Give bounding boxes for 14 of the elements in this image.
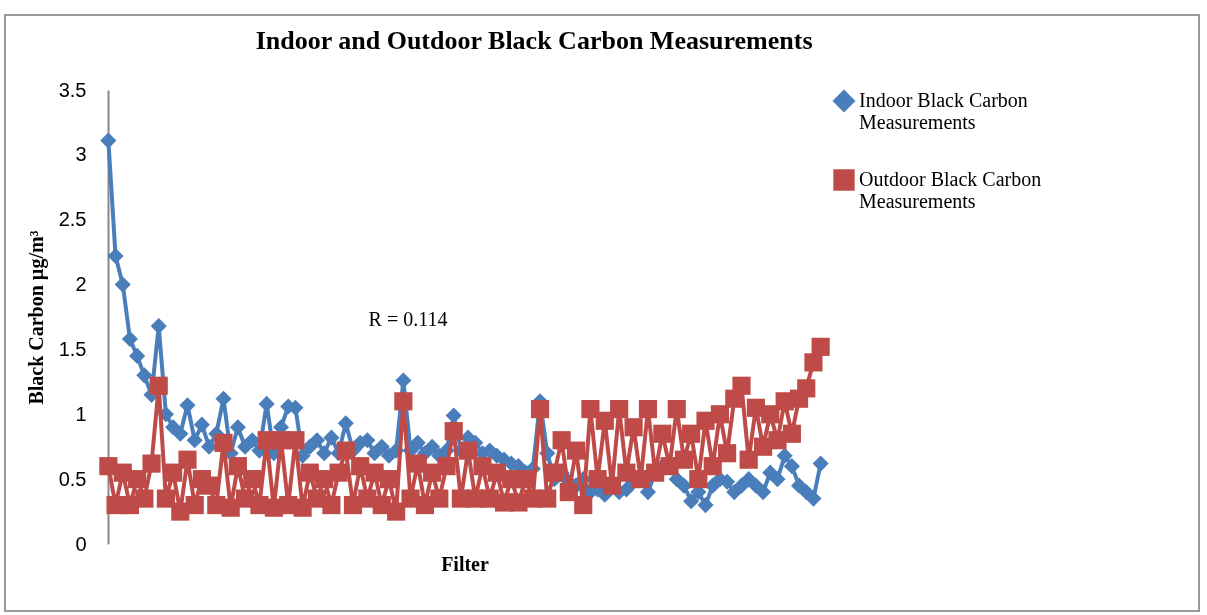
y-tick-label: 0.5	[58, 467, 87, 490]
y-tick-label: 1.5	[58, 337, 87, 360]
legend-label: Indoor Black Carbon Measurements	[859, 89, 1028, 133]
chart-title: Indoor and Outdoor Black Carbon Measurements	[255, 26, 813, 55]
y-tick-label: 2.5	[58, 208, 87, 231]
y-axis-title: Black Carbon µg/m³	[24, 230, 48, 405]
x-axis-title: Filter	[441, 552, 489, 575]
annotation: R = 0.114	[368, 308, 448, 330]
y-tick-label: 3	[75, 143, 87, 166]
y-tick-label: 2	[75, 273, 87, 296]
y-tick-label: 1	[75, 402, 87, 425]
y-tick-label: 0	[75, 532, 87, 555]
y-tick-label: 3.5	[58, 78, 87, 101]
legend-label: Outdoor Black Carbon Measurements	[859, 168, 1042, 212]
